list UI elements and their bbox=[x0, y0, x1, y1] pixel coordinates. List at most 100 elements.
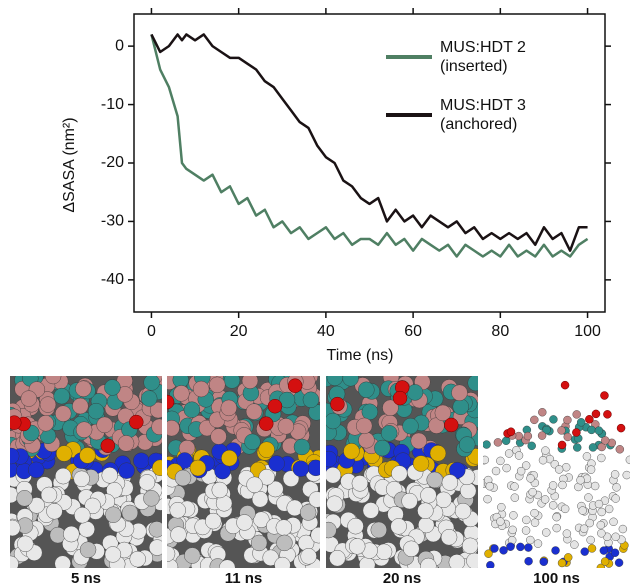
atom bbox=[183, 401, 201, 418]
atom bbox=[106, 482, 123, 499]
atom bbox=[78, 521, 95, 538]
atom bbox=[174, 469, 192, 487]
atom bbox=[538, 408, 547, 417]
atom bbox=[548, 481, 558, 490]
atom bbox=[53, 387, 70, 405]
atom bbox=[209, 376, 226, 394]
atom bbox=[370, 521, 387, 539]
atom bbox=[521, 461, 531, 470]
atom bbox=[10, 447, 20, 465]
atom bbox=[502, 463, 511, 473]
sulfonate bbox=[560, 380, 570, 390]
atom bbox=[483, 494, 492, 504]
sulfonate bbox=[287, 378, 303, 393]
atom bbox=[562, 529, 572, 538]
atom bbox=[10, 486, 19, 504]
atom bbox=[75, 421, 93, 438]
sulfonate bbox=[572, 428, 581, 437]
atom bbox=[17, 535, 34, 552]
panel-label: 5 ns bbox=[71, 570, 101, 587]
atom bbox=[552, 523, 561, 533]
atom bbox=[570, 540, 579, 549]
sulfonate bbox=[557, 440, 567, 450]
atom bbox=[241, 376, 259, 389]
atom bbox=[557, 558, 567, 568]
atom bbox=[485, 481, 495, 491]
atom bbox=[562, 463, 571, 472]
atom bbox=[326, 412, 342, 430]
atom bbox=[580, 547, 589, 556]
atom bbox=[390, 518, 407, 535]
atom bbox=[538, 456, 548, 465]
atom bbox=[391, 465, 408, 482]
atom bbox=[514, 451, 524, 460]
atom bbox=[497, 502, 506, 512]
atom bbox=[596, 520, 605, 530]
atom bbox=[435, 491, 452, 508]
atom bbox=[523, 431, 533, 441]
atom bbox=[622, 470, 630, 480]
atom bbox=[412, 455, 430, 472]
atom bbox=[510, 493, 520, 502]
atom bbox=[490, 544, 499, 553]
atom bbox=[151, 418, 162, 436]
atom bbox=[149, 401, 162, 419]
atom bbox=[293, 438, 311, 456]
atom bbox=[258, 469, 275, 486]
atom bbox=[576, 476, 585, 485]
atom bbox=[277, 418, 295, 435]
y-tick-label: 0 bbox=[115, 37, 124, 54]
atom bbox=[347, 517, 364, 535]
atom bbox=[402, 417, 419, 435]
atom bbox=[375, 543, 393, 561]
atom bbox=[460, 482, 477, 500]
y-tick-label: -10 bbox=[101, 96, 124, 113]
atom bbox=[611, 494, 620, 503]
atom bbox=[483, 455, 490, 465]
sulfonate bbox=[616, 423, 626, 433]
atom bbox=[563, 432, 572, 442]
x-tick-label: 80 bbox=[491, 323, 509, 340]
atom bbox=[169, 502, 186, 519]
sulfonate bbox=[129, 414, 144, 430]
atom bbox=[597, 507, 606, 517]
atom bbox=[401, 492, 418, 510]
atom bbox=[578, 506, 587, 515]
atom bbox=[361, 403, 379, 420]
atom bbox=[39, 396, 57, 413]
x-tick-label: 20 bbox=[230, 323, 248, 340]
atom bbox=[302, 391, 320, 408]
atom bbox=[276, 534, 293, 552]
atom bbox=[351, 475, 369, 492]
atom bbox=[79, 541, 97, 558]
atom bbox=[236, 514, 253, 531]
atom bbox=[625, 455, 630, 465]
atom bbox=[189, 459, 207, 477]
atom bbox=[548, 501, 558, 510]
atom bbox=[610, 548, 620, 557]
sulfonate bbox=[591, 409, 601, 419]
atom bbox=[542, 425, 551, 435]
atom bbox=[493, 438, 503, 447]
atom bbox=[251, 491, 269, 508]
atom bbox=[483, 440, 491, 449]
sulfonate bbox=[585, 415, 594, 424]
atom bbox=[16, 490, 33, 507]
atom bbox=[73, 470, 90, 488]
atom bbox=[576, 418, 586, 427]
atom bbox=[221, 449, 238, 467]
atom bbox=[537, 431, 547, 440]
atom bbox=[105, 506, 122, 523]
atom bbox=[594, 499, 604, 509]
atom bbox=[167, 419, 180, 437]
atom bbox=[308, 491, 320, 508]
atom bbox=[597, 453, 606, 463]
atom bbox=[121, 504, 139, 522]
atom bbox=[74, 507, 91, 524]
atom bbox=[101, 467, 118, 484]
atom bbox=[37, 415, 54, 432]
atom bbox=[541, 446, 550, 455]
atom bbox=[552, 512, 561, 522]
atom bbox=[530, 508, 539, 518]
